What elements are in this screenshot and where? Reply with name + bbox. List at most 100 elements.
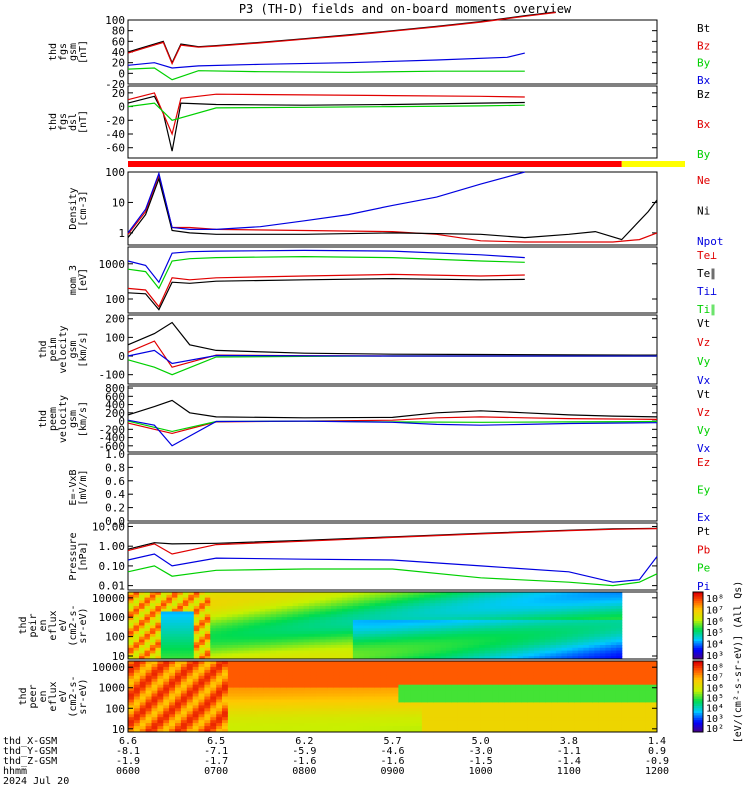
heatmap-cell (358, 645, 365, 649)
heatmap-cell (421, 729, 429, 732)
heatmap-cell (325, 650, 332, 654)
heatmap-cell (474, 684, 482, 689)
heatmap-cell (163, 702, 170, 706)
heatmap-cell (286, 678, 294, 683)
heatmap-cell (163, 729, 170, 732)
heatmap-cell (199, 614, 206, 618)
heatmap-cell (216, 675, 223, 680)
heatmap-cell (451, 650, 458, 654)
heatmap-cell (506, 636, 513, 641)
heatmap-cell (527, 693, 535, 698)
heatmap-cell (439, 687, 446, 692)
heatmap-cell (149, 606, 156, 610)
heatmap-cell (237, 642, 244, 646)
heatmap-cell (439, 661, 446, 665)
heatmap-cell (298, 661, 305, 665)
heatmap-cell (484, 597, 491, 601)
heatmap-cell (427, 714, 435, 718)
heatmap-cell (515, 661, 523, 665)
heatmap-cell (193, 633, 200, 638)
heatmap-cell (243, 656, 250, 659)
heatmap-cell (398, 702, 405, 706)
heatmap-cell (269, 684, 276, 689)
colorbar-swatch (693, 722, 703, 726)
heatmap-cell (521, 664, 529, 668)
heatmap-cell (583, 625, 590, 629)
heatmap-cell (199, 625, 206, 629)
heatmap-cell (245, 723, 253, 727)
heatmap-cell (615, 726, 623, 730)
heatmap-cell (314, 631, 321, 635)
heatmap-cell (243, 594, 250, 599)
heatmap-cell (386, 714, 394, 718)
colorbar-swatch (693, 625, 703, 629)
heatmap-cell (204, 592, 211, 596)
y-tick-label: 800 (105, 382, 125, 395)
heatmap-cell (215, 650, 222, 654)
heatmap-cell (479, 603, 486, 607)
heatmap-cell (592, 661, 599, 665)
heatmap-cell (402, 636, 409, 641)
heatmap-cell (515, 702, 523, 706)
heatmap-cell (357, 669, 364, 674)
heatmap-cell (439, 699, 446, 704)
heatmap-cell (440, 639, 447, 643)
heatmap-cell (287, 603, 294, 607)
heatmap-cell (369, 675, 376, 680)
heatmap-cell (374, 594, 381, 599)
heatmap-cell (615, 684, 623, 689)
y-axis-label: fgs (58, 113, 69, 131)
heatmap-cell (292, 708, 300, 712)
heatmap-cell (451, 702, 458, 706)
heatmap-cell (182, 639, 189, 643)
heatmap-cell (492, 675, 499, 680)
heatmap-cell (410, 723, 417, 727)
heatmap-cell (604, 687, 611, 692)
heatmap-cell (523, 603, 530, 607)
heatmap-cell (574, 726, 582, 730)
heatmap-cell (339, 669, 347, 674)
heatmap-cell (248, 653, 255, 657)
heatmap-cell (139, 666, 147, 671)
heatmap-cell (339, 699, 347, 704)
heatmap-cell (186, 711, 194, 715)
heatmap-cell (479, 647, 486, 652)
heatmap-cell (594, 594, 601, 599)
heatmap-cell (347, 653, 354, 657)
heatmap-cell (610, 592, 617, 596)
heatmap-cell (363, 645, 370, 649)
heatmap-cell (325, 636, 332, 641)
heatmap-cell (180, 687, 188, 692)
heatmap-cell (245, 720, 253, 724)
heatmap-cell (440, 594, 447, 599)
heatmap-cell (352, 606, 359, 610)
heatmap-cell (407, 636, 414, 641)
heatmap-cell (583, 619, 590, 624)
heatmap-cell (598, 675, 605, 680)
heatmap-cell (495, 625, 502, 629)
legend-entry: Ni (697, 205, 710, 218)
heatmap-cell (380, 600, 387, 604)
heatmap-cell (391, 633, 398, 638)
heatmap-cell (325, 656, 332, 659)
heatmap-cell (128, 619, 135, 624)
heatmap-cell (221, 650, 228, 654)
heatmap-cell (204, 656, 211, 659)
heatmap-cell (621, 726, 629, 730)
heatmap-cell (351, 720, 358, 724)
heatmap-cell (534, 608, 541, 613)
heatmap-cell (287, 647, 294, 652)
heatmap-cell (523, 625, 530, 629)
heatmap-cell (510, 729, 517, 732)
heatmap-cell (651, 669, 657, 674)
heatmap-cell (363, 669, 370, 674)
heatmap-cell (413, 639, 420, 643)
heatmap-cell (280, 666, 288, 671)
heatmap-cell (342, 606, 349, 610)
heatmap-cell (128, 687, 135, 692)
heatmap-cell (233, 669, 241, 674)
heatmap-cell (605, 592, 612, 596)
heatmap-cell (257, 708, 264, 712)
heatmap-cell (347, 622, 354, 627)
heatmap-cell (357, 681, 364, 686)
